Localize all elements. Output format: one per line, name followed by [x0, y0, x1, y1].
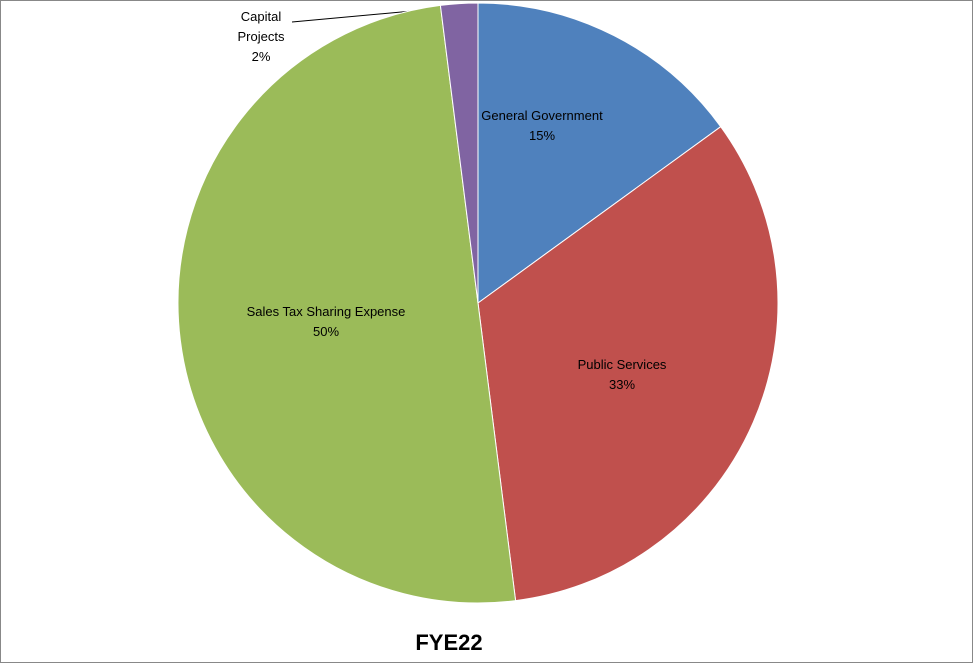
- category-label: General Government: [481, 108, 603, 123]
- pie-slice: [177, 4, 517, 604]
- value-label: 50%: [312, 324, 340, 339]
- pie-slice: [477, 2, 722, 304]
- category-label: Sales Tax Sharing Expense: [246, 304, 406, 319]
- slice-label: Public Services 33%: [578, 355, 667, 395]
- pie-slice: [439, 2, 479, 304]
- category-label: Public Services: [577, 357, 667, 372]
- category-label: Capital Projects: [237, 9, 285, 44]
- value-label: 15%: [528, 128, 556, 143]
- pie-slice: [477, 125, 779, 602]
- slice-label: General Government 15%: [481, 106, 602, 146]
- slice-label: Capital Projects 2%: [231, 7, 291, 67]
- slice-label: Sales Tax Sharing Expense 50%: [247, 302, 406, 342]
- value-label: 33%: [608, 377, 636, 392]
- value-label: 2%: [251, 49, 271, 64]
- chart-title: FYE22: [415, 630, 483, 655]
